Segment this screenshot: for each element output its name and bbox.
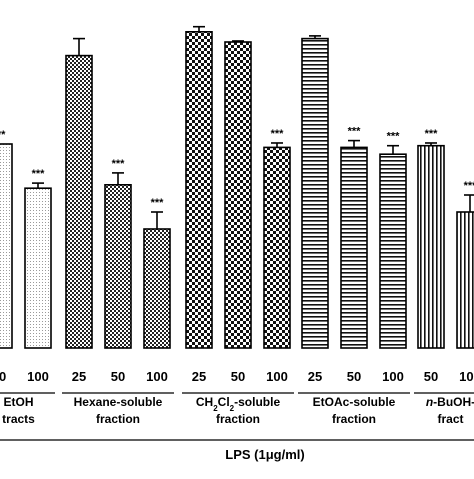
group-label: fraction	[332, 412, 376, 426]
dose-tick-label: 100	[382, 369, 404, 384]
dose-tick-label: 100	[146, 369, 168, 384]
bar	[340, 146, 368, 349]
dose-tick-label: 25	[192, 369, 206, 384]
significance-label: ***	[32, 168, 46, 180]
bar	[456, 211, 474, 349]
dose-tick-label: 50	[0, 369, 6, 384]
bar	[301, 37, 329, 349]
bar	[417, 144, 445, 349]
group-label: n-BuOH-	[426, 395, 474, 409]
dose-tick-label: 100	[27, 369, 49, 384]
group-label: fract	[437, 412, 463, 426]
group-label: tracts	[2, 412, 35, 426]
significance-label: ***	[425, 128, 439, 140]
bar	[379, 153, 407, 349]
dose-tick-label: 50	[424, 369, 438, 384]
significance-label: ***	[112, 158, 126, 170]
dose-tick-label: 50	[111, 369, 125, 384]
significance-label: ***	[387, 131, 401, 143]
group-label: fraction	[96, 412, 140, 426]
group-label: CH2Cl2-soluble	[196, 395, 281, 413]
significance-label: ***	[348, 126, 362, 138]
group-label: Hexane-soluble	[74, 395, 163, 409]
bar	[65, 54, 93, 349]
x-axis-title: LPS (1μg/ml)	[225, 447, 304, 462]
bar	[224, 41, 252, 349]
bars-layer	[0, 25, 474, 349]
bar	[0, 143, 13, 349]
group-label: EtOAc-soluble	[313, 395, 396, 409]
bar	[185, 30, 213, 349]
significance-label: ***	[464, 180, 474, 192]
bar	[263, 146, 291, 349]
significance-label: ***	[0, 129, 6, 141]
dose-tick-label: 50	[347, 369, 361, 384]
dose-tick-label: 25	[72, 369, 86, 384]
dose-tick-label: 25	[308, 369, 322, 384]
labels-layer: *** 50 *** 100 EtOH tracts 25 *** 50 *** 100 Hexane…	[0, 126, 474, 441]
group-label: EtOH	[4, 395, 34, 409]
dose-tick-label: 100	[459, 369, 474, 384]
bar	[143, 228, 171, 349]
bar	[104, 184, 132, 349]
significance-label: ***	[151, 197, 165, 209]
dose-tick-label: 50	[231, 369, 245, 384]
bar	[24, 187, 52, 349]
significance-label: ***	[271, 128, 285, 140]
dose-tick-label: 100	[266, 369, 288, 384]
group-label: fraction	[216, 412, 260, 426]
